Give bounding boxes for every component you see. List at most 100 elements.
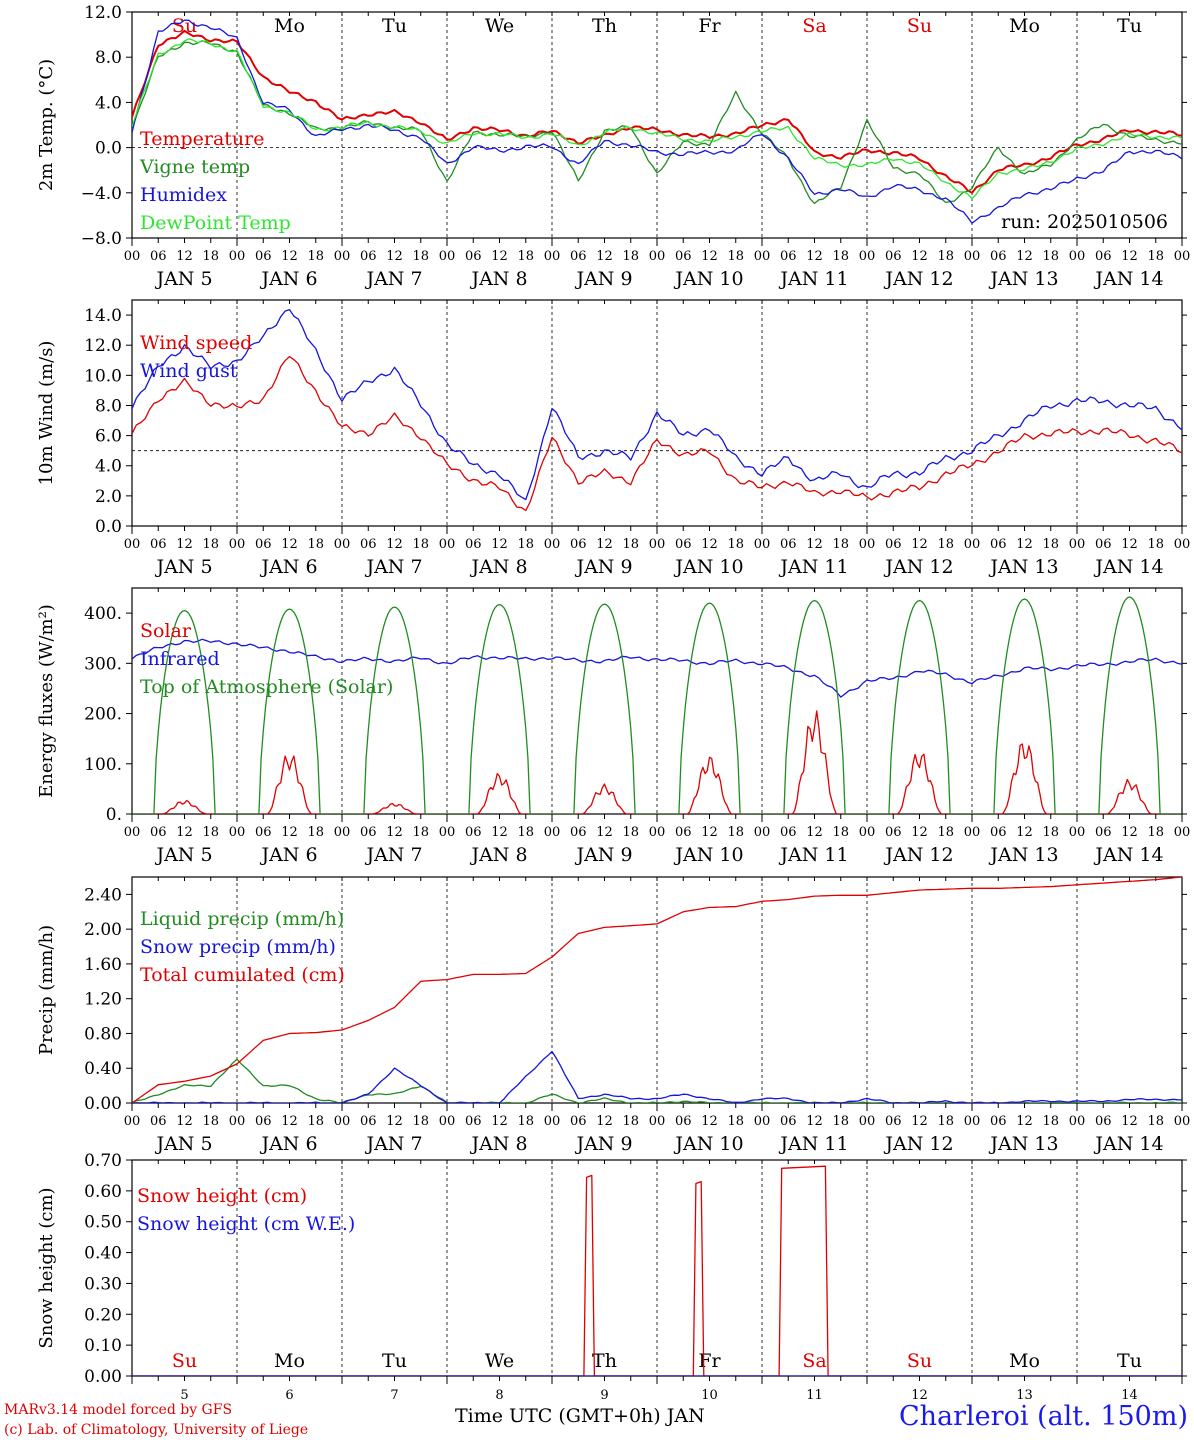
- date-label: JAN 6: [259, 556, 317, 578]
- y-tick-label: 0.: [106, 805, 122, 825]
- model-line: MARv3.14 model forced by GFS: [4, 1402, 233, 1418]
- weekday-label: Mo: [1009, 1350, 1040, 1372]
- date-label: JAN 11: [778, 844, 848, 866]
- hour-tick-label: 00: [859, 537, 876, 552]
- date-label: JAN 7: [364, 1133, 422, 1155]
- hour-tick-label: 06: [885, 825, 902, 840]
- y-tick-label: 400.: [84, 604, 122, 624]
- series-group: [132, 596, 1182, 814]
- hour-tick-label: 06: [1095, 537, 1112, 552]
- hour-tick-label: 18: [412, 1114, 429, 1129]
- legend-entry: DewPoint Temp: [140, 212, 291, 234]
- y-tick-label: 4.0: [95, 93, 122, 113]
- hour-tick-label: 18: [832, 537, 849, 552]
- hour-tick-label: 06: [570, 537, 587, 552]
- hour-tick-label: 00: [1174, 249, 1191, 264]
- date-label: JAN 12: [883, 1133, 953, 1155]
- hour-tick-label: 00: [334, 825, 351, 840]
- date-label: JAN 9: [574, 1133, 632, 1155]
- station-label: Charleroi (alt. 150m): [899, 1401, 1188, 1432]
- hour-tick-label: 06: [675, 249, 692, 264]
- hour-tick-label: 00: [859, 249, 876, 264]
- hour-tick-label: 12: [491, 537, 508, 552]
- series-line: [132, 19, 1182, 224]
- y-tick-label: 0.40: [84, 1244, 122, 1264]
- hour-tick-label: 18: [832, 249, 849, 264]
- weekday-label: Tu: [1117, 1350, 1142, 1372]
- hour-tick-label: 12: [806, 825, 823, 840]
- hour-tick-label: 12: [596, 537, 613, 552]
- y-tick-label: −8.0: [81, 229, 122, 249]
- hour-tick-label: 00: [1069, 537, 1086, 552]
- date-label: JAN 11: [778, 268, 848, 290]
- hour-tick-label: 18: [1042, 825, 1059, 840]
- weekday-label: Sa: [802, 1350, 826, 1372]
- hour-tick-label: 00: [124, 1114, 141, 1129]
- y-tick-label: 0.30: [84, 1274, 122, 1294]
- y-tick-label: 1.20: [84, 990, 122, 1010]
- hour-tick-label: 12: [911, 249, 928, 264]
- date-label: JAN 13: [988, 268, 1058, 290]
- hour-tick-label: 18: [937, 249, 954, 264]
- hour-tick-label: 06: [150, 537, 167, 552]
- y-tick-label: 0.50: [84, 1213, 122, 1233]
- series-group: [132, 308, 1182, 512]
- y-tick-label: 12.0: [84, 3, 122, 23]
- hour-tick-label: 00: [229, 1114, 246, 1129]
- hour-tick-label: 18: [832, 825, 849, 840]
- legend-entry: Top of Atmosphere (Solar): [140, 676, 393, 698]
- hour-tick-label: 06: [990, 537, 1007, 552]
- hour-tick-label: 12: [701, 825, 718, 840]
- weekday-label: We: [485, 15, 514, 37]
- hour-tick-label: 06: [885, 249, 902, 264]
- weekday-label: Su: [907, 1350, 932, 1372]
- hour-tick-label: 00: [439, 249, 456, 264]
- hour-tick-label: 00: [439, 825, 456, 840]
- hour-tick-label: 06: [465, 825, 482, 840]
- day-number-label: 11: [806, 1388, 823, 1403]
- series-line: [132, 38, 1182, 200]
- y-tick-label: 0.0: [95, 517, 122, 537]
- hour-tick-label: 06: [780, 537, 797, 552]
- hour-tick-label: 00: [649, 1114, 666, 1129]
- hour-tick-label: 00: [1174, 825, 1191, 840]
- hour-tick-label: 00: [964, 825, 981, 840]
- date-label: JAN 5: [154, 268, 212, 290]
- hour-tick-label: 18: [727, 825, 744, 840]
- hour-tick-label: 06: [360, 825, 377, 840]
- date-label: JAN 10: [673, 1133, 743, 1155]
- hour-tick-label: 06: [255, 825, 272, 840]
- hour-tick-label: 12: [176, 1114, 193, 1129]
- hour-tick-label: 00: [1069, 825, 1086, 840]
- hour-tick-label: 06: [990, 249, 1007, 264]
- legend-entry: Solar: [140, 620, 192, 642]
- y-tick-label: 0.00: [84, 1094, 122, 1114]
- weekday-label: Th: [592, 1350, 617, 1372]
- hour-tick-label: 06: [150, 825, 167, 840]
- hour-tick-label: 06: [570, 249, 587, 264]
- legend-entry: Temperature: [140, 128, 264, 150]
- weekday-label: Mo: [1009, 15, 1040, 37]
- hour-tick-label: 06: [465, 537, 482, 552]
- hour-tick-label: 18: [832, 1114, 849, 1129]
- weekday-label: Tu: [1117, 15, 1142, 37]
- hour-tick-label: 18: [412, 249, 429, 264]
- hour-tick-label: 00: [964, 1114, 981, 1129]
- day-number-label: 13: [1016, 1388, 1033, 1403]
- legend-entry: Snow height (cm): [137, 1185, 307, 1207]
- hour-tick-label: 18: [622, 1114, 639, 1129]
- hour-tick-label: 00: [754, 1114, 771, 1129]
- y-tick-label: 6.0: [95, 427, 122, 447]
- hour-tick-label: 18: [937, 1114, 954, 1129]
- series-line: [132, 29, 1182, 194]
- hour-tick-label: 18: [517, 249, 534, 264]
- hour-tick-label: 18: [202, 249, 219, 264]
- date-label: JAN 13: [988, 1133, 1058, 1155]
- y-axis-label: Snow height (cm): [36, 1187, 57, 1348]
- y-tick-label: 14.0: [84, 306, 122, 326]
- y-tick-label: 0.40: [84, 1059, 122, 1079]
- weekday-label: Mo: [274, 1350, 305, 1372]
- hour-tick-label: 00: [439, 1114, 456, 1129]
- hour-tick-label: 12: [911, 825, 928, 840]
